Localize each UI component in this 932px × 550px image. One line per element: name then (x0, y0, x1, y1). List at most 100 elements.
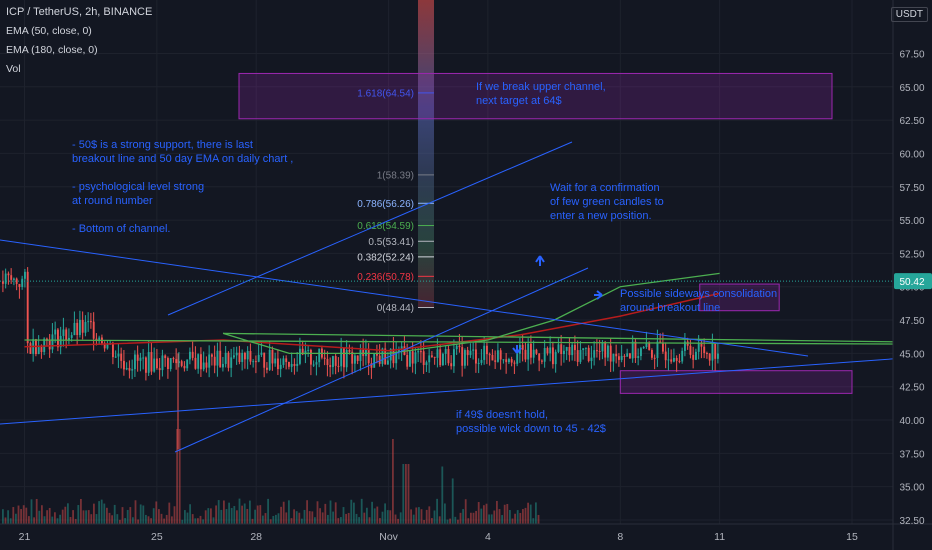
volume-bar (509, 510, 511, 524)
price-tick-label[interactable]: 45.00 (899, 349, 924, 360)
candle-body (266, 367, 268, 370)
volume-bar (532, 518, 535, 524)
candle-body (568, 346, 571, 356)
candle-body (90, 321, 92, 323)
confirmation-line: Wait for a confirmation (550, 182, 660, 194)
candle-body (150, 352, 153, 372)
candle-body (367, 349, 370, 364)
volume-bar (134, 500, 137, 524)
candle-body (601, 342, 604, 352)
candle-body (370, 363, 373, 368)
candle-body (348, 350, 351, 352)
price-tick-label[interactable]: 35.00 (899, 483, 924, 494)
volume-bar (503, 504, 506, 524)
time-tick-label[interactable]: 28 (250, 531, 262, 543)
time-tick-label[interactable]: 15 (846, 531, 858, 543)
candle-body (590, 357, 593, 361)
candle-body (68, 337, 70, 341)
volume-legend[interactable]: Vol (6, 63, 21, 75)
volume-bar (454, 516, 457, 524)
price-tick-label[interactable]: 37.50 (899, 449, 924, 460)
price-tick-label[interactable]: 65.00 (899, 83, 924, 94)
volume-bar (100, 499, 103, 524)
volume-bar (295, 511, 298, 524)
price-tick-label[interactable]: 60.00 (899, 149, 924, 160)
candle-body (398, 349, 400, 353)
price-tick-label[interactable]: 62.50 (899, 116, 924, 127)
ema50-legend[interactable]: EMA (50, close, 0) (6, 25, 92, 37)
candle-body (455, 345, 458, 350)
candle-body (340, 348, 343, 367)
candle-body (477, 362, 480, 364)
time-tick-label[interactable]: 21 (19, 531, 31, 543)
candle-body (689, 345, 692, 355)
candle-body (510, 359, 513, 363)
symbol-title[interactable]: ICP / TetherUS, 2h, BINANCE (6, 6, 153, 18)
volume-bar (249, 500, 251, 524)
price-tick-label[interactable]: 67.50 (899, 49, 924, 60)
consolidation-note: Possible sideways consolidation around b… (620, 287, 777, 315)
volume-bar (275, 514, 277, 524)
candle-body (359, 349, 362, 361)
price-tick-label[interactable]: 57.50 (899, 183, 924, 194)
candle-body (587, 347, 590, 361)
candle-body (222, 363, 224, 368)
volume-bar (129, 507, 132, 524)
support-note-line: at round number (72, 195, 153, 207)
candle-body (411, 351, 414, 364)
candle-body (620, 355, 623, 360)
time-tick-label[interactable]: Nov (379, 531, 398, 543)
candle-body (57, 329, 59, 348)
volume-bar (59, 514, 61, 524)
volume-bar (332, 511, 334, 524)
candle-body (252, 361, 255, 363)
candle-body (194, 357, 197, 369)
candle-body (120, 353, 123, 361)
volume-bar (301, 518, 303, 524)
volume-bar (516, 510, 519, 524)
candle-body (334, 356, 337, 366)
volume-bar (290, 518, 293, 524)
volume-bar (243, 503, 246, 524)
volume-bar (61, 509, 64, 524)
candle-body (442, 353, 444, 366)
candle-body (659, 341, 662, 343)
volume-bar (350, 499, 353, 524)
currency-selector[interactable]: USDT (890, 7, 928, 22)
candle-body (560, 344, 563, 355)
candle-body (642, 347, 645, 349)
candle-body (312, 364, 315, 366)
volume-bar (483, 505, 485, 524)
price-tick-label[interactable]: 55.00 (899, 216, 924, 227)
volume-bar (168, 502, 171, 524)
zone-target (238, 72, 833, 120)
volume-bar (410, 509, 412, 524)
volume-bar (171, 516, 173, 524)
volume-bar (386, 510, 389, 524)
candle-body (62, 329, 65, 336)
price-tick-label[interactable]: 42.50 (899, 383, 924, 394)
volume-bar (381, 511, 384, 524)
ema180-legend[interactable]: EMA (180, close, 0) (6, 44, 98, 56)
candle-body (692, 354, 695, 360)
price-tick-label[interactable]: 40.00 (899, 416, 924, 427)
volume-bar (347, 512, 350, 524)
time-tick-label[interactable]: 25 (151, 531, 163, 543)
candle-body (345, 350, 348, 368)
time-tick-label[interactable]: 4 (485, 531, 491, 543)
candle-body (282, 358, 285, 365)
volume-bar (485, 503, 488, 524)
time-tick-label[interactable]: 8 (617, 531, 623, 543)
price-tick-label[interactable]: 52.50 (899, 249, 924, 260)
volume-bar (477, 502, 480, 524)
volume-bar (199, 515, 202, 524)
candle-body (453, 349, 455, 367)
volume-bar (282, 501, 285, 524)
volume-bar (236, 510, 238, 524)
volume-bar (139, 504, 142, 524)
time-tick-label[interactable]: 11 (714, 531, 725, 543)
price-tick-label[interactable]: 47.50 (899, 316, 924, 327)
price-tick-label[interactable]: 32.50 (899, 516, 924, 527)
